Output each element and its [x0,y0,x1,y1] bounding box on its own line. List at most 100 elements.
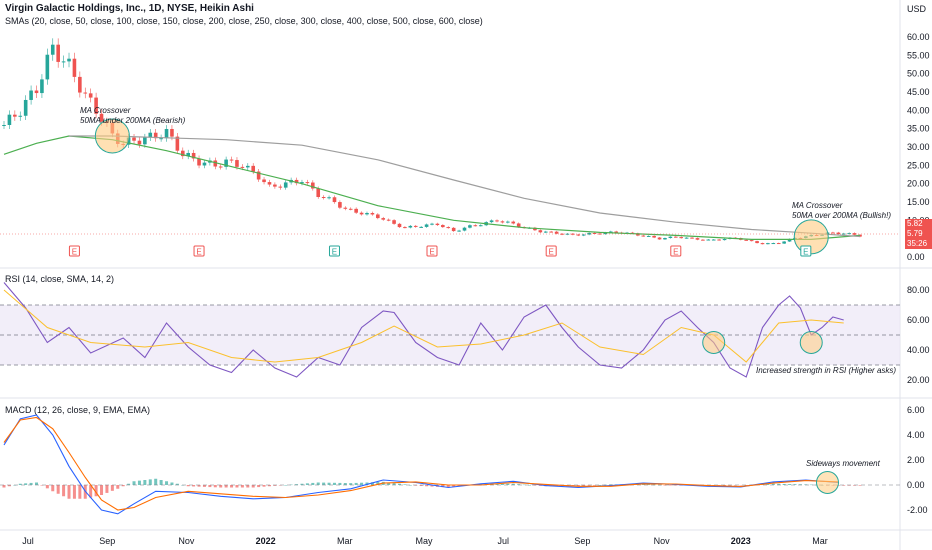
candle[interactable] [170,128,174,137]
candle[interactable] [50,44,55,55]
candle[interactable] [592,232,597,234]
candle[interactable] [23,99,28,116]
candle[interactable] [462,227,467,231]
candle[interactable] [603,232,608,235]
candle[interactable] [251,165,256,172]
candle[interactable] [273,184,277,187]
candle[interactable] [538,230,543,233]
candle[interactable] [441,225,445,228]
candle[interactable] [847,233,851,235]
candle[interactable] [430,223,434,225]
candle[interactable] [186,152,191,157]
candle[interactable] [446,227,451,229]
candle[interactable] [348,208,353,210]
candle[interactable] [576,234,581,236]
candle[interactable] [294,179,299,184]
candle[interactable] [679,237,684,239]
earnings-marker[interactable] [800,245,812,257]
sma-indicator-legend[interactable]: SMAs (20, close, 50, close, 100, close, … [5,16,483,26]
candle[interactable] [29,90,33,100]
macd-panel[interactable] [0,414,900,515]
candle[interactable] [749,240,754,242]
candle[interactable] [392,220,396,224]
candle[interactable] [78,76,82,93]
candle[interactable] [711,239,716,241]
candle[interactable] [99,113,104,122]
candle[interactable] [646,235,651,237]
candle[interactable] [386,219,391,221]
candle[interactable] [164,128,169,139]
candle[interactable] [587,232,591,235]
candle[interactable] [143,137,147,145]
candle[interactable] [397,223,402,228]
candle[interactable] [668,236,673,239]
candle[interactable] [327,197,331,199]
candle[interactable] [560,233,564,235]
candle[interactable] [744,239,749,241]
candle[interactable] [451,227,456,232]
candle[interactable] [148,132,153,138]
candle[interactable] [376,214,380,219]
candle[interactable] [229,159,234,161]
candle[interactable] [56,44,60,62]
candle[interactable] [88,93,93,98]
candle[interactable] [408,225,413,228]
candle[interactable] [40,79,44,94]
candle[interactable] [283,182,288,188]
candle[interactable] [175,136,180,151]
candle[interactable] [554,231,559,234]
candle[interactable] [641,235,646,237]
candle[interactable] [581,234,586,236]
candle[interactable] [701,239,705,241]
candle[interactable] [197,158,201,166]
candle[interactable] [7,114,12,125]
candle[interactable] [543,231,548,233]
candle[interactable] [180,150,185,157]
candle[interactable] [695,238,700,240]
rsi-indicator-legend[interactable]: RSI (14, close, SMA, 14, 2) [5,274,115,284]
candle[interactable] [852,233,857,235]
candle[interactable] [354,208,358,213]
candle[interactable] [13,114,17,117]
earnings-marker[interactable] [670,245,682,257]
candle[interactable] [766,243,770,245]
candle[interactable] [489,220,494,223]
candle[interactable] [760,243,765,245]
candle[interactable] [419,226,423,228]
candle[interactable] [500,221,505,223]
candle[interactable] [267,182,272,185]
candle[interactable] [787,238,792,242]
candle[interactable] [153,132,158,139]
candle[interactable] [213,160,218,167]
candle[interactable] [403,227,407,229]
candle[interactable] [359,212,364,215]
candle[interactable] [516,223,521,228]
candle[interactable] [132,137,136,141]
candle[interactable] [657,237,662,240]
candle[interactable] [771,243,776,245]
candle[interactable] [240,166,245,168]
candle[interactable] [717,239,721,241]
candle[interactable] [706,239,711,241]
candle[interactable] [45,54,50,80]
candle[interactable] [61,61,66,63]
candle[interactable] [598,233,602,235]
candle[interactable] [83,92,88,94]
candle[interactable] [776,243,781,245]
candle[interactable] [67,58,71,62]
candle[interactable] [549,231,553,233]
candle[interactable] [478,225,483,227]
earnings-marker[interactable] [193,245,205,257]
candle[interactable] [159,138,163,140]
candle[interactable] [245,165,250,168]
candle[interactable] [424,224,429,227]
candle[interactable] [305,182,310,184]
candle[interactable] [614,231,619,233]
candle[interactable] [690,237,694,239]
candle[interactable] [722,238,727,241]
macd-indicator-legend[interactable]: MACD (12, 26, close, 9, EMA, EMA) [5,405,151,415]
candle[interactable] [652,235,656,238]
candle[interactable] [571,233,575,235]
candle[interactable] [321,197,326,199]
